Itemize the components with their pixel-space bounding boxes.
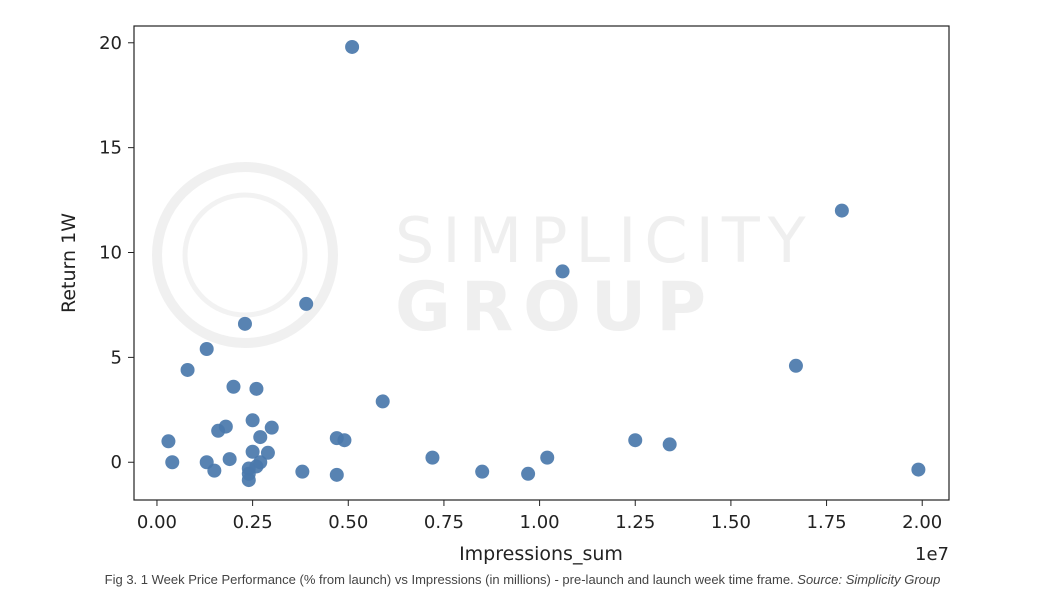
- data-point: [218, 419, 233, 434]
- data-point: [911, 462, 926, 477]
- data-point: [425, 450, 440, 465]
- data-point: [253, 455, 268, 470]
- x-tick-label: 0.50: [328, 512, 368, 533]
- y-tick-label: 10: [99, 243, 122, 264]
- data-point: [245, 444, 260, 459]
- data-point: [180, 362, 195, 377]
- data-point: [295, 464, 310, 479]
- data-point: [662, 437, 677, 452]
- data-point: [329, 467, 344, 482]
- watermark-logo-inner-icon: [182, 192, 308, 318]
- data-point: [299, 296, 314, 311]
- data-point: [222, 452, 237, 467]
- y-tick-label: 5: [111, 347, 122, 368]
- x-axis-offset-label: 1e7: [915, 544, 949, 565]
- x-tick-label: 1.25: [615, 512, 655, 533]
- watermark-line2: GROUP: [395, 268, 716, 347]
- data-point: [161, 434, 176, 449]
- data-point: [628, 433, 643, 448]
- data-point: [521, 466, 536, 481]
- y-tick-label: 15: [99, 138, 122, 159]
- y-tick-label: 0: [111, 452, 122, 473]
- data-point: [226, 379, 241, 394]
- x-axis: 0.00 0.25 0.50 0.75 1.00 1.25 1.50 1.75 2.00: [137, 500, 942, 533]
- data-point: [264, 420, 279, 435]
- y-axis: 0 5 10 15 20: [99, 33, 134, 473]
- plot-frame: [133, 25, 950, 501]
- watermark-logo-ring-icon: [152, 162, 338, 348]
- data-point: [540, 450, 555, 465]
- figure-caption: Fig 3. 1 Week Price Performance (% from …: [0, 572, 1045, 587]
- y-axis-label: Return 1W: [58, 213, 80, 313]
- data-point: [249, 381, 264, 396]
- data-point: [165, 455, 180, 470]
- data-point: [788, 358, 803, 373]
- data-point: [199, 341, 214, 356]
- y-tick-label: 20: [99, 33, 122, 54]
- data-points: [161, 39, 926, 488]
- data-point: [834, 203, 849, 218]
- data-point: [241, 473, 256, 488]
- x-tick-label: 0.25: [233, 512, 273, 533]
- data-point: [555, 264, 570, 279]
- x-tick-label: 1.00: [520, 512, 560, 533]
- x-tick-label: 2.00: [902, 512, 942, 533]
- x-tick-label: 0.00: [137, 512, 177, 533]
- caption-text: Fig 3. 1 Week Price Performance (% from …: [104, 572, 798, 587]
- data-point: [475, 464, 490, 479]
- x-tick-label: 1.75: [807, 512, 847, 533]
- caption-source: Source: Simplicity Group: [797, 572, 941, 587]
- data-point: [337, 433, 352, 448]
- x-tick-label: 0.75: [424, 512, 464, 533]
- data-point: [253, 430, 268, 445]
- watermark: SIMPLICITY GROUP: [152, 162, 814, 348]
- data-point: [245, 413, 260, 428]
- x-tick-label: 1.50: [711, 512, 751, 533]
- x-axis-label: Impressions_sum: [459, 543, 623, 565]
- data-point: [345, 39, 360, 54]
- data-point: [237, 316, 252, 331]
- watermark-line1: SIMPLICITY: [395, 204, 814, 277]
- data-point: [260, 445, 275, 460]
- scatter-chart: SIMPLICITY GROUP 0.00 0.25 0.50 0.75 1.00 1.2…: [58, 25, 950, 565]
- data-point: [207, 463, 222, 478]
- data-point: [375, 394, 390, 409]
